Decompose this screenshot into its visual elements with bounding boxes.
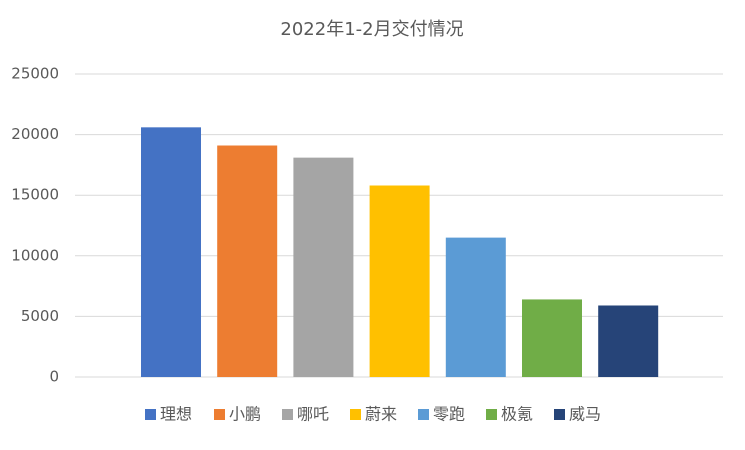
- bar: [445, 237, 506, 377]
- bar: [293, 157, 354, 377]
- legend-swatch: [145, 409, 156, 420]
- y-tick-label: 10000: [11, 246, 59, 264]
- y-tick-label: 0: [49, 368, 59, 386]
- y-tick-label: 25000: [11, 65, 59, 83]
- y-tick-label: 20000: [11, 125, 59, 143]
- legend-swatch: [350, 409, 361, 420]
- bar: [217, 145, 278, 377]
- y-tick-label: 5000: [21, 307, 59, 325]
- legend-swatch: [554, 409, 565, 420]
- legend-swatch: [418, 409, 429, 420]
- legend-label: 蔚来: [365, 405, 397, 424]
- bar: [369, 185, 430, 377]
- y-tick-label: 15000: [11, 186, 59, 204]
- bar: [141, 127, 201, 377]
- bar: [598, 305, 659, 377]
- legend-label: 小鹏: [229, 405, 261, 424]
- legend-label: 极氪: [501, 405, 533, 424]
- legend-swatch: [214, 409, 225, 420]
- legend-label: 理想: [160, 405, 192, 424]
- bar: [522, 299, 582, 377]
- legend-label: 威马: [569, 405, 601, 424]
- chart-title: 2022年1-2月交付情况: [280, 19, 463, 40]
- legend-swatch: [486, 409, 497, 420]
- legend-label: 哪吒: [297, 405, 329, 424]
- legend-label: 零跑: [433, 405, 465, 424]
- legend-swatch: [282, 409, 293, 420]
